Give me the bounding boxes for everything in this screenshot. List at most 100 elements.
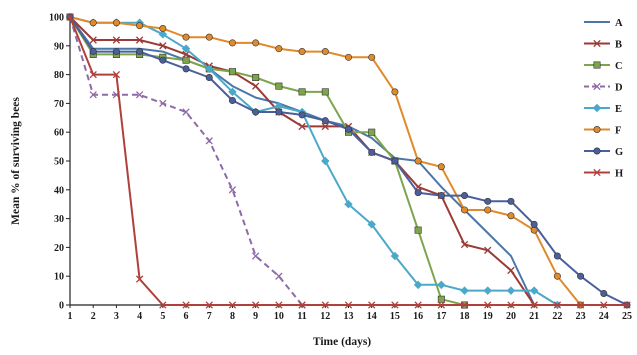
data-point-stroke: [298, 122, 306, 131]
data-point-stroke: [344, 301, 353, 309]
y-tick-label: 50: [54, 157, 64, 168]
data-point-stroke: [460, 301, 469, 309]
legend-item-f: F: [584, 126, 621, 137]
x-tick-label: 9: [253, 311, 258, 322]
y-tick-label: 100: [49, 13, 64, 24]
x-tick-label: 8: [230, 311, 235, 322]
legend-label: C: [615, 61, 623, 72]
series-line: [69, 16, 536, 306]
x-tick-label: 14: [367, 311, 377, 322]
data-point: [135, 275, 144, 283]
data-point: [205, 33, 213, 41]
data-point: [89, 36, 97, 44]
series-layer: [65, 12, 631, 310]
data-point: [460, 240, 469, 249]
data-point-stroke: [135, 91, 144, 99]
data-point: [89, 19, 97, 27]
data-point: [205, 137, 213, 145]
data-point: [368, 301, 376, 309]
legend-item-b: B: [584, 40, 622, 51]
data-point-stroke: [321, 122, 329, 131]
legend-label: F: [615, 126, 621, 137]
data-point: [298, 122, 306, 131]
data-point-stroke: [298, 301, 306, 309]
legend-swatch-marker: [592, 103, 602, 113]
data-point: [600, 289, 608, 297]
data-point: [461, 206, 469, 214]
data-point: [89, 70, 97, 79]
x-tick-label: 20: [506, 311, 516, 322]
data-point-stroke: [321, 301, 329, 309]
x-tick-label: 15: [390, 311, 400, 322]
data-point: [228, 39, 236, 47]
data-point: [275, 45, 283, 53]
data-point: [530, 301, 538, 309]
data-point-stroke: [112, 36, 121, 44]
data-point: [135, 36, 144, 44]
data-point: [298, 111, 306, 119]
x-tick-label: 3: [114, 311, 119, 322]
data-point: [321, 88, 329, 96]
data-point: [228, 301, 237, 309]
x-tick-label: 2: [91, 311, 96, 322]
data-point: [507, 212, 515, 220]
data-point-stroke: [252, 82, 260, 90]
data-point: [182, 50, 190, 59]
data-point: [205, 73, 213, 81]
data-point-stroke: [112, 70, 121, 79]
y-tick-label: 20: [54, 243, 64, 254]
legend-label: D: [615, 83, 623, 94]
x-tick-label: 19: [483, 311, 493, 322]
y-axis-title: Mean % of surviving bees: [10, 97, 22, 225]
data-point: [252, 108, 260, 116]
x-tick-label: 13: [344, 311, 354, 322]
y-tick-label: 80: [54, 70, 64, 81]
data-point: [321, 156, 330, 166]
data-point: [298, 48, 306, 56]
x-tick-label: 10: [274, 311, 284, 322]
data-point: [391, 88, 399, 96]
data-point: [182, 33, 190, 41]
data-point: [252, 252, 260, 260]
legend-label: G: [615, 147, 623, 158]
data-point: [275, 272, 283, 280]
data-point: [252, 73, 260, 81]
series-a: [69, 16, 536, 306]
data-point: [321, 122, 329, 131]
data-point: [368, 148, 376, 156]
data-point: [321, 117, 329, 125]
data-point-stroke: [600, 301, 608, 309]
data-point: [89, 91, 97, 99]
data-point: [368, 53, 376, 61]
data-point-stroke: [460, 240, 469, 249]
data-point-stroke: [368, 301, 376, 309]
data-point: [321, 48, 329, 56]
data-point-stroke: [159, 99, 167, 108]
data-point: [252, 39, 260, 47]
data-point-stroke: [182, 50, 190, 59]
data-point-stroke: [275, 272, 283, 280]
data-point: [159, 301, 167, 309]
data-point: [182, 108, 190, 116]
data-point-stroke: [623, 301, 631, 309]
data-point: [484, 301, 492, 309]
y-tick-label: 0: [59, 301, 64, 312]
data-point-stroke: [205, 301, 213, 309]
data-point: [437, 295, 445, 303]
data-point-stroke: [484, 301, 492, 309]
x-tick-label: 12: [320, 311, 330, 322]
series-h: [66, 13, 631, 309]
data-point: [159, 42, 167, 50]
data-point: [391, 157, 399, 165]
data-point: [413, 280, 423, 290]
data-point: [112, 36, 121, 44]
y-tick-label: 10: [54, 272, 64, 283]
data-point: [507, 197, 515, 205]
data-point: [159, 56, 167, 64]
data-point: [437, 192, 445, 200]
x-tick-label: 18: [460, 311, 470, 322]
data-point: [460, 286, 469, 295]
data-point: [414, 189, 422, 197]
